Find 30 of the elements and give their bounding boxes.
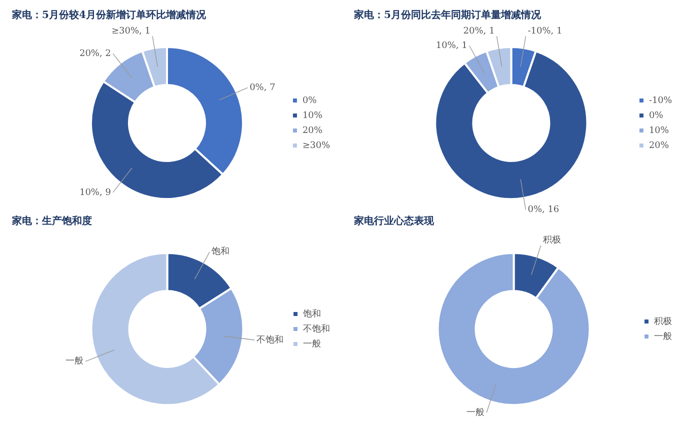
data-label: 0%, 16 xyxy=(528,205,560,216)
data-label: ≥30%, 1 xyxy=(111,26,150,37)
data-label: 饱和 xyxy=(210,246,230,258)
data-label: 一般 xyxy=(466,407,485,418)
data-label: 积极 xyxy=(542,234,561,246)
legend-label: 10% xyxy=(648,126,670,136)
legend-label: 不饱和 xyxy=(303,323,330,334)
legend-label: -10% xyxy=(648,96,672,106)
data-label: 20%, 2 xyxy=(79,48,111,59)
legend-label: 10% xyxy=(302,110,323,121)
legend-label: 饱和 xyxy=(302,308,321,320)
data-label: -10%, 1 xyxy=(528,26,562,37)
legend-label: 20% xyxy=(302,126,323,136)
legend-label: 20% xyxy=(648,140,670,151)
data-label: 0%, 7 xyxy=(250,82,276,93)
legend-label: 0% xyxy=(648,110,664,121)
chart-title: 家电行业心态表现 xyxy=(353,214,435,229)
chart-title: 家电：5月份较4月份新增订单环比增减情况 xyxy=(11,8,207,23)
legend-label: 积极 xyxy=(654,316,672,327)
chart-title: 家电：5月份同比去年同期订单量增减情况 xyxy=(353,8,542,23)
data-label: 20%, 1 xyxy=(463,26,495,37)
chart-title: 家电：生产饱和度 xyxy=(11,214,93,229)
data-label: 10%, 9 xyxy=(79,188,112,198)
legend-label: 0% xyxy=(302,96,318,106)
legend-label: 一般 xyxy=(303,338,321,350)
data-label: 10%, 1 xyxy=(436,40,468,51)
legend-label: ≥30% xyxy=(302,140,330,151)
data-label: 不饱和 xyxy=(256,334,284,346)
legend-label: 一般 xyxy=(654,330,672,342)
data-label: 一般 xyxy=(65,356,84,367)
